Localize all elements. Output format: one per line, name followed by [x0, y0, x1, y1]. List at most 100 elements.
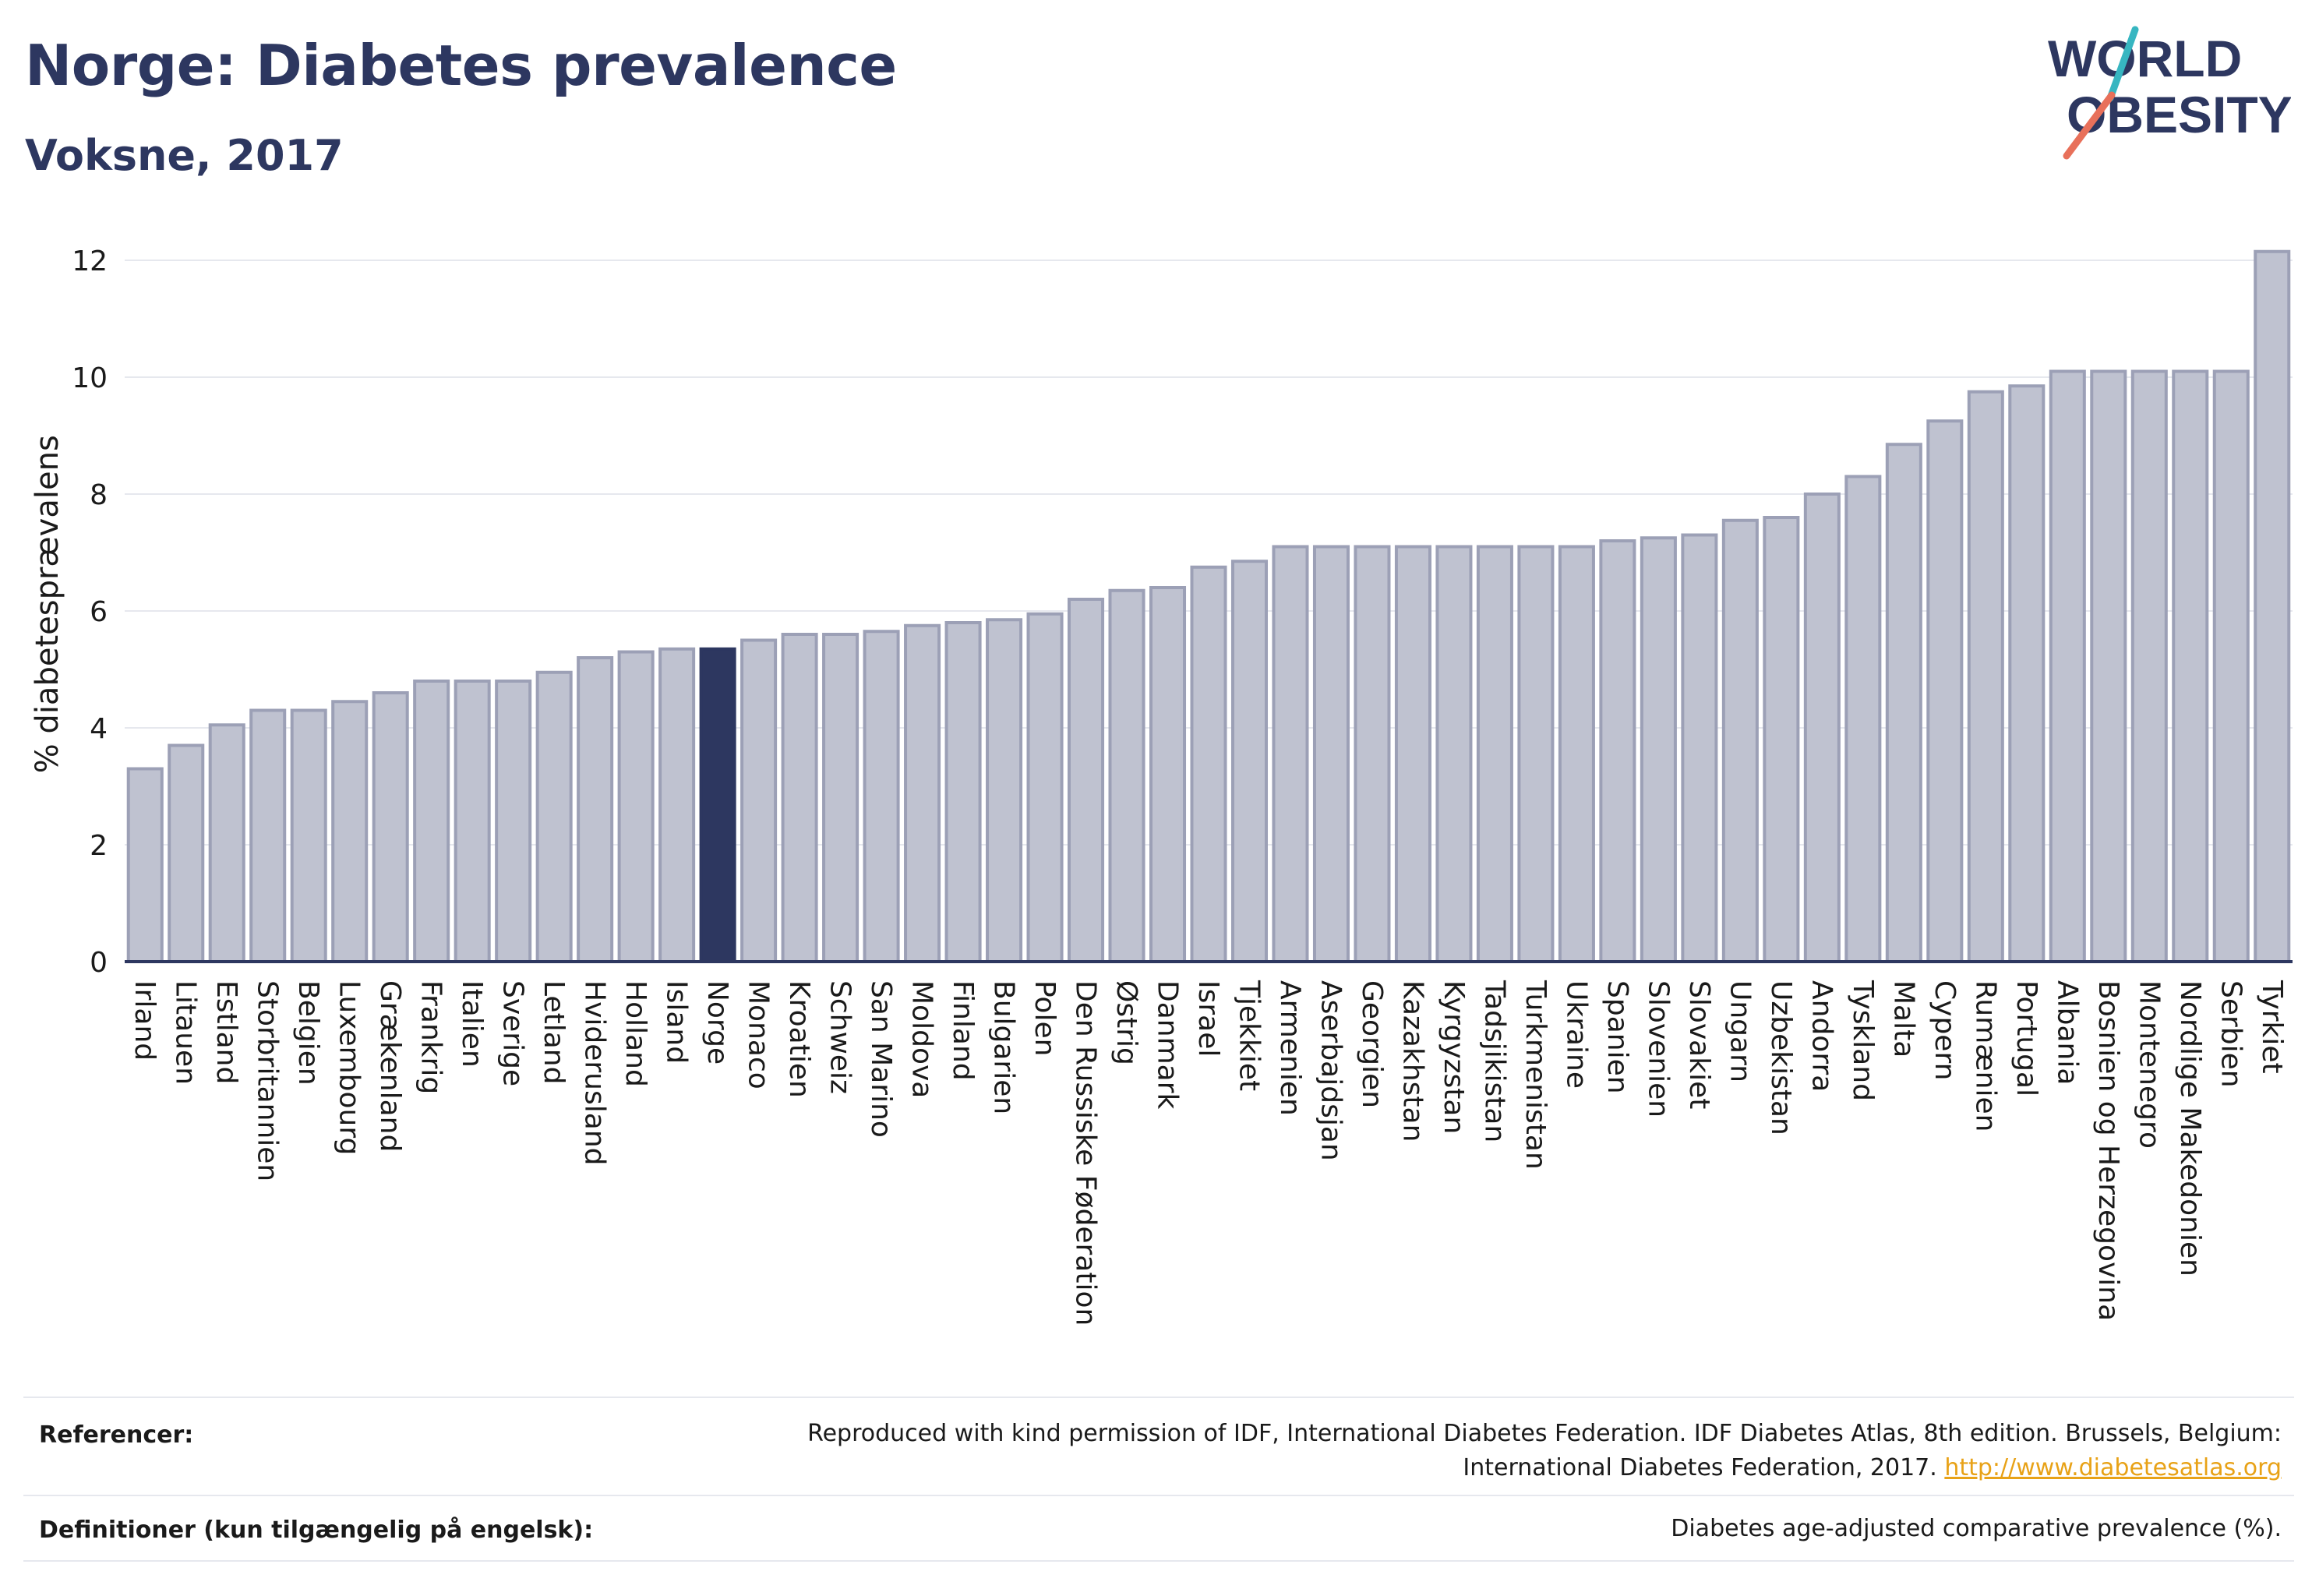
y-tick-label: 2	[90, 830, 108, 862]
x-tick-label: Irland	[129, 980, 161, 1061]
bar-luxembourg	[331, 700, 369, 963]
x-tick-label: Cypern	[1929, 980, 1961, 1080]
x-tick-label: Frankrig	[415, 980, 447, 1094]
x-tick-label: Storbritannien	[252, 980, 284, 1181]
references-text: Reproduced with kind permission of IDF, …	[807, 1417, 2282, 1485]
bar-norge	[699, 647, 736, 963]
x-tick-label: Schweiz	[824, 980, 856, 1094]
x-tick-label: Holland	[619, 980, 651, 1087]
y-tick-label: 8	[90, 479, 108, 511]
y-tick-label: 4	[90, 713, 108, 745]
x-tick-label: San Marino	[865, 980, 897, 1138]
bar-letland	[535, 670, 573, 963]
bar-holland	[617, 650, 655, 963]
x-tick-label: Sverige	[497, 980, 529, 1086]
x-tick-label: Danmark	[1152, 980, 1184, 1110]
bar-østrig	[1108, 588, 1145, 963]
x-tick-label: Bulgarien	[988, 980, 1020, 1114]
x-tick-label: Island	[661, 980, 693, 1064]
y-axis-label: % diabetesprævalens	[30, 435, 65, 773]
bar-georgien	[1354, 545, 1391, 963]
x-tick-label: Israel	[1192, 980, 1224, 1057]
bar-albania	[2049, 369, 2086, 963]
bar-bulgarien	[986, 618, 1023, 963]
x-tick-label: Turkmenistan	[1520, 980, 1551, 1170]
bar-aserbajdsjan	[1312, 545, 1350, 963]
x-tick-label: Malta	[1887, 980, 1919, 1058]
y-tick-label: 6	[90, 596, 108, 628]
logo-slash-coral	[2063, 91, 2116, 160]
x-tick-label: Kyrgyzstan	[1438, 980, 1470, 1134]
bar-ungarn	[1721, 518, 1759, 963]
x-tick-label: Kazakhstan	[1396, 980, 1428, 1142]
x-tick-label: Letland	[538, 980, 570, 1084]
x-tick-label: Kroatien	[783, 980, 815, 1098]
x-tick-label: Georgien	[1356, 980, 1388, 1108]
bar-malta	[1885, 443, 1922, 963]
x-tick-label: Moldova	[906, 980, 938, 1098]
references-label: Referencer:	[39, 1421, 194, 1449]
footer-divider-top	[23, 1396, 2294, 1398]
x-tick-label: Litauen	[170, 980, 202, 1085]
footer-divider-middle	[23, 1495, 2294, 1496]
x-tick-label: Montenegro	[2133, 980, 2165, 1149]
references-text-line1: Reproduced with kind permission of IDF, …	[807, 1420, 2282, 1447]
bar-slovakiet	[1681, 533, 1718, 963]
bar-tyskland	[1844, 475, 1882, 963]
x-tick-label: Armenien	[1274, 980, 1306, 1116]
bar-den-russiske-føderation	[1068, 598, 1105, 963]
bar-bosnien-og-herzegovina	[2090, 369, 2127, 963]
x-tick-label: Hviderusland	[579, 980, 611, 1165]
x-tick-label: Tyskland	[1847, 980, 1879, 1101]
bar-slovenien	[1640, 536, 1677, 963]
footer-divider-bottom	[23, 1560, 2294, 1562]
bar-chart: 0 2 4 6 8 10 12 % diabetesprævalens Irland Litaue…	[30, 245, 2293, 1326]
bar-italien	[454, 680, 491, 963]
bar-grækenland	[372, 691, 409, 963]
bar-belgien	[290, 708, 327, 963]
x-tick-label: Luxembourg	[334, 980, 365, 1155]
bar-hviderusland	[577, 656, 614, 963]
bar-kazakhstan	[1394, 545, 1431, 963]
references-text-line2: International Diabetes Federation, 2017.…	[807, 1451, 2282, 1485]
references-row: Referencer: Reproduced with kind permiss…	[23, 1403, 2294, 1490]
definitions-text: Diabetes age-adjusted comparative preval…	[1671, 1515, 2282, 1542]
x-tick-label: Albania	[2051, 980, 2083, 1085]
bar-montenegro	[2130, 369, 2168, 963]
bar-danmark	[1149, 586, 1187, 963]
world-obesity-logo: WORLD OBESITY	[2048, 26, 2291, 160]
references-text-line2-prefix: International Diabetes Federation, 2017.	[1463, 1454, 1937, 1481]
x-tick-label: Tjekkiet	[1233, 980, 1265, 1091]
x-tick-label: Den Russiske Føderation	[1070, 980, 1102, 1326]
bar-schweiz	[822, 633, 860, 963]
bar-kyrgyzstan	[1435, 545, 1473, 963]
bar-polen	[1026, 612, 1064, 963]
bar-tjekkiet	[1230, 560, 1269, 963]
x-tick-label: Ungarn	[1724, 980, 1756, 1082]
bar-spanien	[1599, 539, 1636, 963]
x-tick-label: Monaco	[743, 980, 775, 1089]
x-tick-label: Tyrkiet	[2256, 980, 2288, 1074]
x-tick-label: Belgien	[292, 980, 324, 1086]
bar-armenien	[1272, 545, 1309, 963]
x-tick-label: Italien	[456, 980, 488, 1068]
bar-storbritannien	[249, 708, 287, 963]
x-tick-label: Finland	[947, 980, 979, 1081]
diabetesatlas-link[interactable]: http://www.diabetesatlas.org	[1944, 1454, 2282, 1481]
chart-title: Norge: Diabetes prevalence	[25, 33, 897, 98]
bar-rumænien	[1967, 390, 2004, 963]
bar-tyrkiet	[2254, 249, 2291, 963]
logo-slash-teal	[2106, 26, 2139, 102]
x-tick-label: Slovenien	[1642, 980, 1674, 1118]
bar-portugal	[2008, 384, 2046, 963]
logo-word-world: WORLD	[2048, 30, 2242, 87]
bar-cypern	[1926, 419, 1964, 963]
y-tick-label: 12	[72, 245, 108, 277]
x-tick-label: Ukraine	[1560, 980, 1592, 1089]
bar-san-marino	[863, 630, 900, 963]
x-tick-label: Slovakiet	[1683, 980, 1715, 1109]
bar-uzbekistan	[1763, 516, 1800, 963]
x-tick-label: Rumænien	[1969, 980, 2001, 1132]
bar-serbien	[2212, 369, 2250, 963]
bar-moldova	[904, 623, 941, 963]
